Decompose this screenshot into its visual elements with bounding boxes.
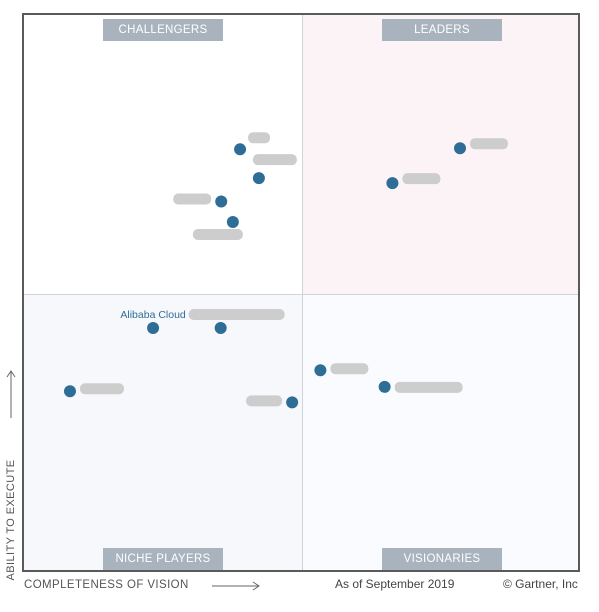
as-of-date: As of September 2019: [335, 577, 455, 591]
copyright-text: © Gartner, Inc: [503, 577, 578, 591]
challengers-quadrant: [24, 15, 302, 294]
redacted-vendor-label: [192, 229, 243, 241]
y-axis-label: ABILITY TO EXECUTE: [5, 459, 17, 581]
y-axis-arrow-icon: [6, 370, 16, 418]
vertical-divider: [302, 15, 303, 570]
redacted-vendor-label: [394, 381, 463, 393]
leaders-label: LEADERS: [382, 19, 502, 41]
vendor-dot: [234, 143, 247, 156]
vendor-dot: [214, 322, 227, 335]
vendor-dot: [215, 195, 228, 208]
visionaries-quadrant: [302, 294, 578, 570]
challengers-label: CHALLENGERS: [103, 19, 223, 41]
vendor-plot: Alibaba Cloud: [63, 132, 508, 409]
niche-players-quadrant: [24, 294, 302, 570]
redacted-vendor-label: [79, 383, 124, 395]
redacted-vendor-label: [173, 193, 212, 205]
x-axis-label: COMPLETENESS OF VISION: [24, 579, 189, 591]
x-axis-arrow-icon: [212, 581, 260, 591]
vendor-dot: [147, 322, 160, 335]
redacted-vendor-label: [469, 138, 508, 150]
vendor-dot: [286, 396, 299, 409]
leaders-quadrant: [302, 15, 578, 294]
redacted-vendor-label: [246, 395, 283, 407]
vendor-dot: [386, 177, 399, 190]
vendor-dot: [378, 380, 391, 393]
horizontal-divider: [24, 294, 578, 295]
redacted-vendor-label: [402, 173, 441, 185]
redacted-vendor-label: [252, 154, 297, 166]
vendor-dot: [63, 385, 76, 398]
vendor-dot: [252, 172, 265, 185]
vendor-label: Alibaba Cloud: [120, 309, 186, 321]
redacted-vendor-label: [248, 132, 271, 144]
magic-quadrant-frame: CHALLENGERS LEADERS NICHE PLAYERS VISION…: [22, 13, 580, 572]
niche-players-label: NICHE PLAYERS: [103, 548, 223, 570]
redacted-vendor-label: [188, 309, 285, 321]
visionaries-label: VISIONARIES: [382, 548, 502, 570]
vendor-dot: [314, 364, 327, 377]
redacted-vendor-label: [330, 363, 369, 375]
vendor-dot: [453, 142, 466, 155]
vendor-dot: [226, 216, 239, 229]
